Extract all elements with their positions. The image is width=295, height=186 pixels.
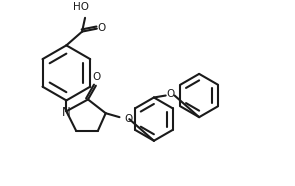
Text: N: N bbox=[62, 106, 71, 119]
Text: O: O bbox=[93, 72, 101, 82]
Text: O: O bbox=[124, 114, 133, 124]
Text: O: O bbox=[166, 89, 175, 99]
Text: O: O bbox=[98, 23, 106, 33]
Text: HO: HO bbox=[73, 2, 89, 12]
